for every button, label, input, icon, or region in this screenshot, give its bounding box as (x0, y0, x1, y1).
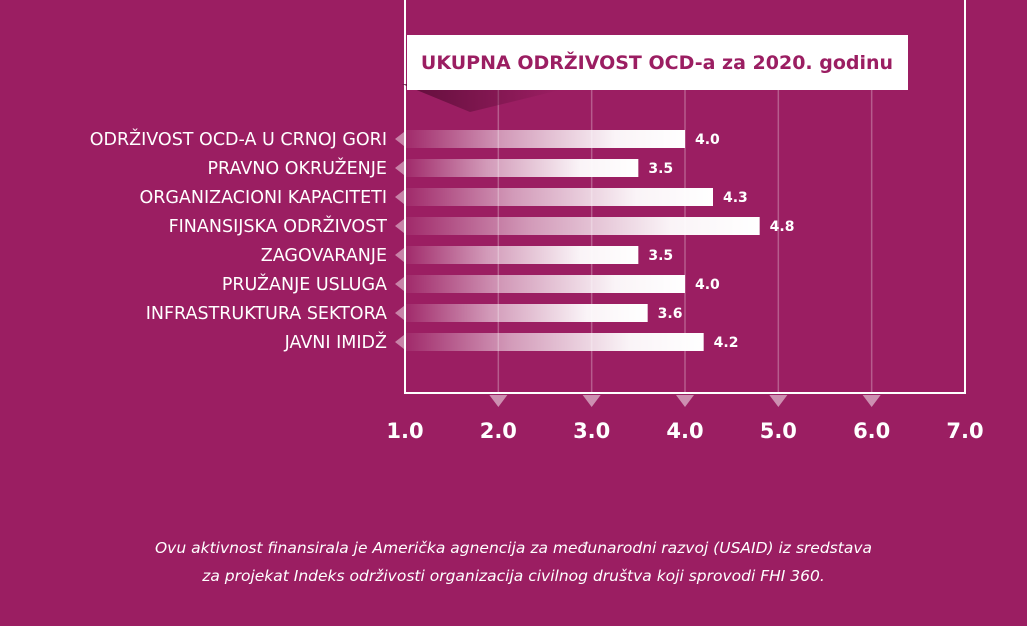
value-label: 4.0 (695, 132, 720, 148)
bar (405, 188, 713, 206)
bar (405, 275, 685, 293)
value-label: 3.5 (648, 248, 673, 264)
bar (405, 333, 704, 351)
value-label: 4.8 (770, 219, 795, 235)
row-pointer (395, 335, 404, 349)
title-shadow (402, 84, 560, 112)
category-label: PRAVNO OKRUŽENJE (207, 157, 387, 179)
x-tick-label: 4.0 (666, 419, 703, 443)
chart-title-box: UKUPNA ODRŽIVOST OCD-a za 2020. godinu (402, 35, 908, 112)
chart-title: UKUPNA ODRŽIVOST OCD-a za 2020. godinu (421, 51, 893, 74)
bar (405, 130, 685, 148)
bar (405, 217, 760, 235)
x-axis: 1.0 2.0 3.0 4.0 5.0 6.0 7.0 (386, 395, 984, 443)
footnote-line-1: Ovu aktivnost finansirala je Američka ag… (154, 539, 873, 557)
category-label: ZAGOVARANJE (261, 246, 387, 266)
category-label: ORGANIZACIONI KAPACITETI (139, 188, 387, 208)
row-pointer (395, 306, 404, 320)
value-label: 4.3 (723, 190, 748, 206)
tick-marker (582, 395, 601, 407)
tick-marker (489, 395, 508, 407)
tick-marker (769, 395, 788, 407)
category-label: INFRASTRUKTURA SEKTORA (146, 304, 387, 324)
bar (405, 304, 648, 322)
footnote-line-2: za projekat Indeks održivosti organizaci… (202, 567, 825, 585)
x-tick-label: 2.0 (480, 419, 517, 443)
category-label: PRUŽANJE USLUGA (222, 273, 387, 295)
x-tick-label: 1.0 (386, 419, 423, 443)
title-background (407, 35, 908, 90)
row-pointer (395, 161, 404, 175)
tick-marker (862, 395, 881, 407)
value-label: 3.6 (658, 306, 683, 322)
row-pointer (395, 132, 404, 146)
x-tick-label: 3.0 (573, 419, 610, 443)
x-tick-label: 6.0 (853, 419, 890, 443)
bar-chart: ODRŽIVOST OCD-A U CRNOJ GORI 4.0 PRAVNO OK… (90, 0, 984, 443)
x-tick-label: 7.0 (946, 419, 983, 443)
value-label: 4.0 (695, 277, 720, 293)
tick-marker (676, 395, 694, 407)
footnote: Ovu aktivnost finansirala je Američka ag… (0, 534, 1027, 590)
category-label: ODRŽIVOST OCD-A U CRNOJ GORI (90, 128, 387, 150)
bar (405, 246, 639, 264)
value-label: 4.2 (714, 335, 739, 351)
row-pointer (395, 219, 404, 233)
bar (405, 159, 639, 177)
row-pointer (395, 190, 404, 204)
row-pointer (395, 277, 404, 291)
x-tick-label: 5.0 (760, 419, 797, 443)
category-label: FINANSIJSKA ODRŽIVOST (169, 215, 388, 237)
row-pointer (395, 248, 404, 262)
category-label: JAVNI IMIDŽ (284, 331, 387, 353)
bars: ODRŽIVOST OCD-A U CRNOJ GORI 4.0 PRAVNO OK… (90, 128, 795, 353)
value-label: 3.5 (648, 161, 673, 177)
